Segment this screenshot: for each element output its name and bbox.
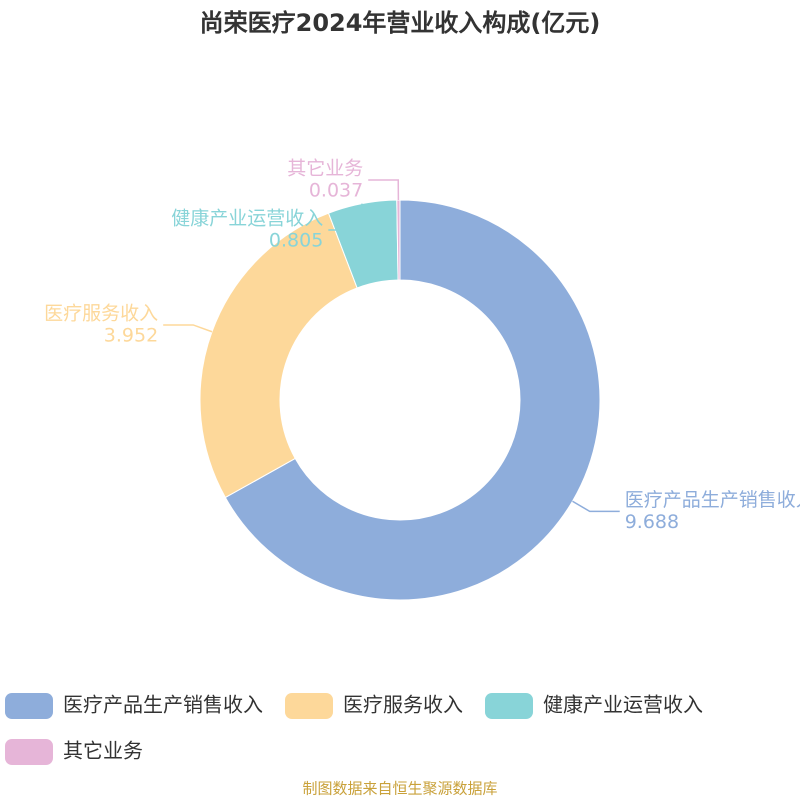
chart-title: 尚荣医疗2024年营业收入构成(亿元): [200, 9, 601, 37]
legend-item: 其它业务: [5, 739, 143, 765]
legend-item: 医疗服务收入: [285, 693, 463, 719]
source-note: 制图数据来自恒生聚源数据库: [302, 780, 497, 798]
data-label-name: 医疗服务收入: [44, 302, 158, 324]
data-label-name: 其它业务: [287, 158, 363, 180]
data-label-name: 医疗产品生产销售收入: [625, 489, 800, 511]
legend-swatch: [5, 739, 53, 765]
legend-swatch: [5, 693, 53, 719]
legend-swatch: [485, 693, 533, 719]
data-label-value: 0.037: [309, 180, 363, 202]
legend-label: 医疗产品生产销售收入: [63, 693, 263, 717]
leader-line: [163, 324, 213, 333]
legend-label: 医疗服务收入: [343, 693, 463, 717]
data-label-name: 健康产业运营收入: [171, 208, 323, 230]
legend-item: 健康产业运营收入: [485, 693, 703, 719]
legend-label: 健康产业运营收入: [543, 693, 703, 717]
legend-label: 其它业务: [63, 739, 143, 763]
leader-line: [368, 179, 400, 201]
donut-slice: [224, 199, 601, 601]
data-label-value: 9.688: [625, 511, 679, 533]
data-label-value: 0.805: [269, 230, 323, 252]
data-label-value: 3.952: [104, 324, 158, 346]
donut-slice: [396, 199, 401, 281]
leader-line: [328, 203, 363, 231]
legend-item: 医疗产品生产销售收入: [5, 693, 263, 719]
donut-slice: [199, 212, 358, 499]
leader-line: [572, 500, 620, 513]
legend-swatch: [285, 693, 333, 719]
